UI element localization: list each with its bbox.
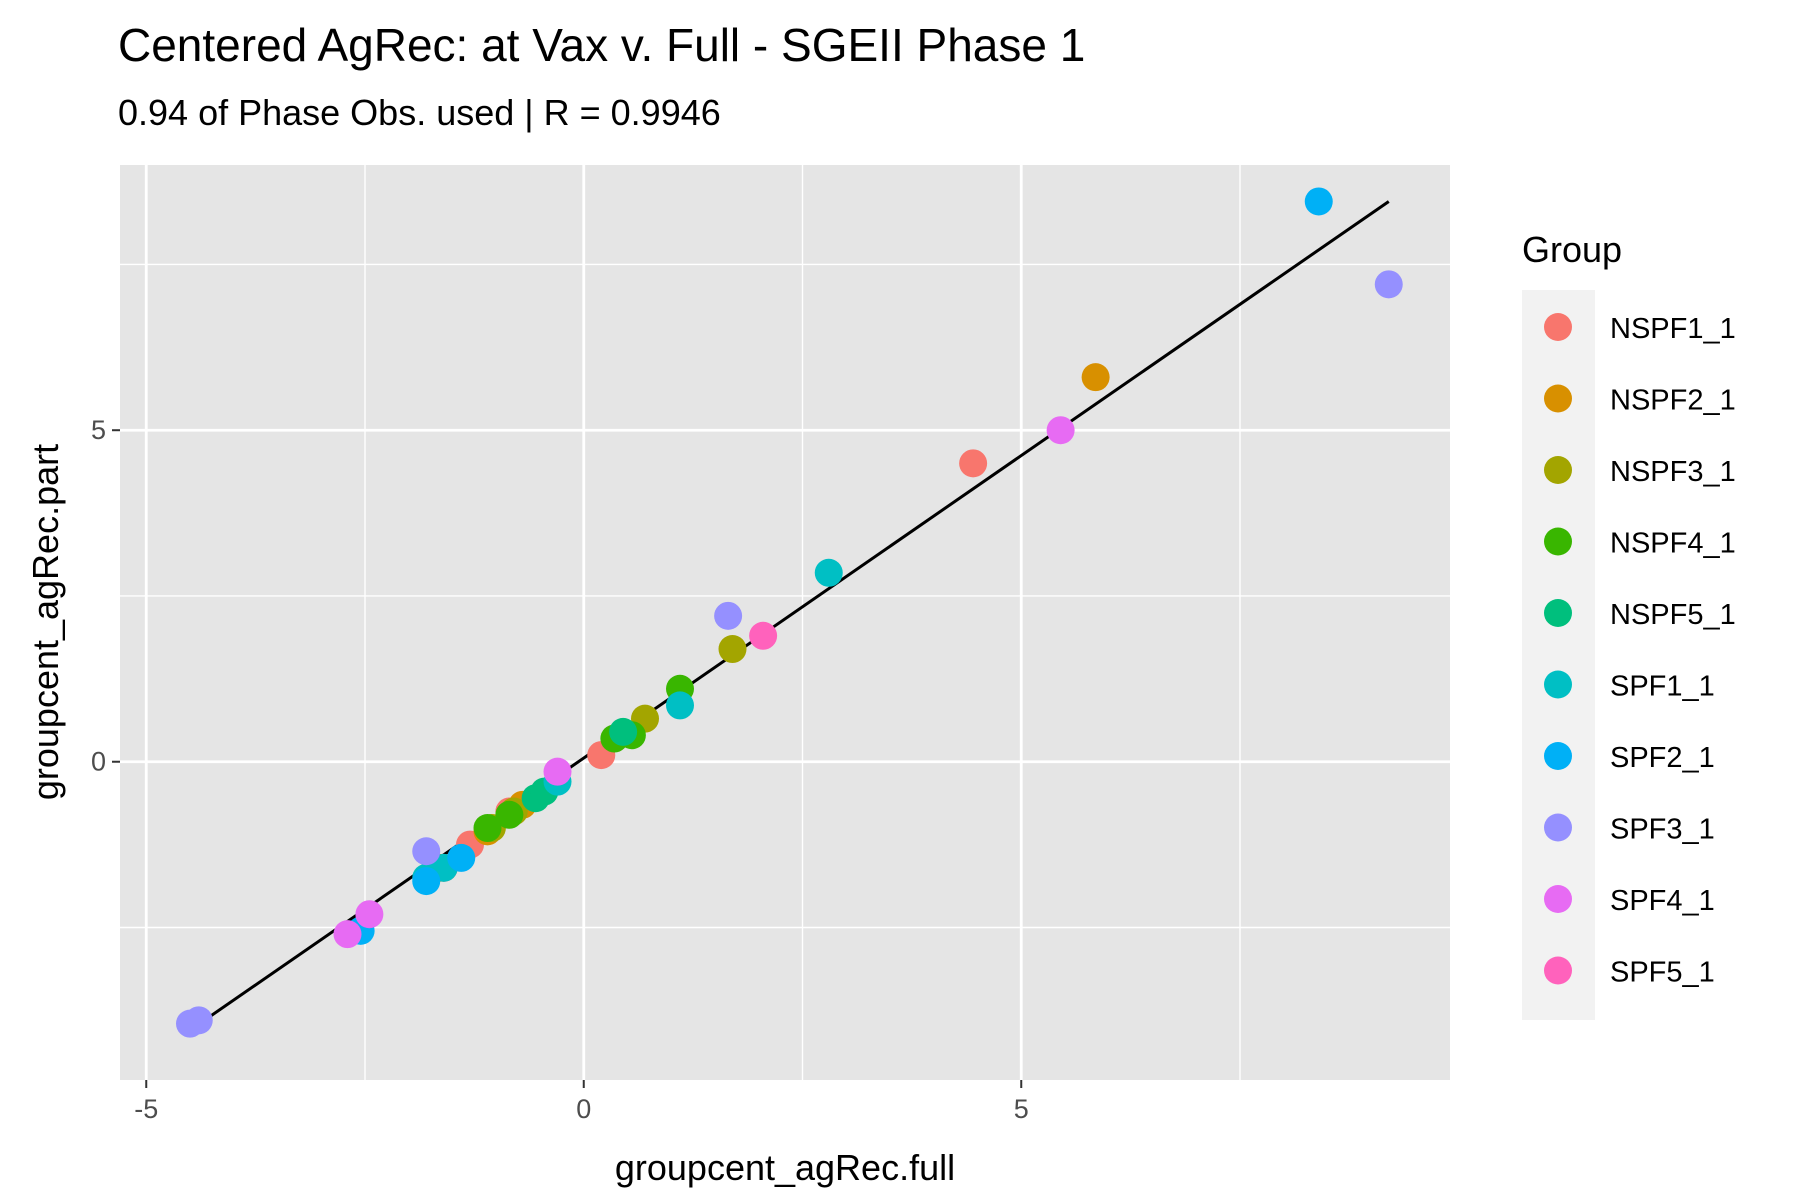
data-point — [333, 920, 362, 949]
legend-key — [1544, 813, 1572, 842]
legend-label: SPF4_1 — [1610, 885, 1715, 917]
x-axis-ticks: -5 0 5 — [134, 1080, 1029, 1124]
data-point — [447, 843, 476, 872]
legend-key — [1544, 956, 1572, 985]
chart-subtitle: 0.94 of Phase Obs. used | R = 0.9946 — [118, 92, 721, 133]
data-point — [959, 449, 988, 478]
y-axis-title: groupcent_agRec.part — [25, 444, 66, 800]
data-point — [666, 691, 694, 720]
y-tick-label: 5 — [91, 415, 106, 445]
legend-key — [1544, 742, 1572, 770]
data-point — [473, 814, 502, 843]
legend-key — [1544, 456, 1572, 484]
legend: NSPF1_1 NSPF2_1 NSPF3_1 NSPF4_1 NSPF5_1 SPF1_… — [1544, 313, 1736, 989]
major-gridlines — [120, 165, 1450, 1080]
chart-title: Centered AgRec: at Vax v. Full - SGEII P… — [118, 19, 1086, 71]
y-axis-ticks: 05 — [91, 415, 120, 777]
legend-key — [1544, 313, 1572, 341]
x-axis-title: groupcent_agRec.full — [615, 1147, 955, 1188]
series-spf5-1 — [749, 621, 778, 650]
legend-label: NSPF1_1 — [1610, 313, 1736, 345]
data-point — [1304, 187, 1333, 216]
legend-item: SPF3_1 — [1544, 813, 1715, 846]
legend-label: NSPF3_1 — [1610, 456, 1736, 488]
legend-item: SPF4_1 — [1544, 885, 1715, 917]
minor-gridlines — [120, 165, 1450, 1080]
data-point — [355, 900, 384, 929]
data-point — [412, 867, 441, 896]
data-point — [1374, 270, 1403, 299]
legend-item: NSPF1_1 — [1544, 313, 1736, 345]
series-spf3-1 — [176, 270, 1403, 1038]
legend-key — [1544, 384, 1572, 413]
legend-label: SPF1_1 — [1610, 671, 1715, 703]
data-points — [176, 187, 1403, 1038]
fit-line — [189, 200, 1390, 1032]
data-point — [495, 800, 524, 829]
fit-line-layer — [189, 200, 1390, 1032]
legend-key — [1544, 527, 1572, 556]
legend-label: NSPF2_1 — [1610, 385, 1736, 417]
legend-label: NSPF5_1 — [1610, 599, 1736, 631]
x-tick-label: 5 — [1014, 1094, 1029, 1124]
legend-item: NSPF2_1 — [1544, 384, 1736, 417]
series-spf4-1 — [333, 416, 1075, 949]
data-point — [814, 558, 843, 587]
data-point — [1046, 416, 1075, 445]
plot-panel — [120, 165, 1450, 1080]
x-tick-label: -5 — [134, 1094, 158, 1124]
legend-item: SPF2_1 — [1544, 742, 1715, 774]
legend-title: Group — [1522, 229, 1622, 270]
legend-key — [1544, 885, 1572, 913]
x-tick-label: 0 — [576, 1094, 591, 1124]
legend-label: NSPF4_1 — [1610, 528, 1736, 560]
legend-key — [1544, 599, 1572, 627]
legend-label: SPF5_1 — [1610, 957, 1715, 989]
legend-item: SPF5_1 — [1544, 956, 1715, 989]
data-point — [749, 621, 778, 650]
legend-label: SPF2_1 — [1610, 742, 1715, 774]
data-point — [543, 757, 572, 786]
legend-item: SPF1_1 — [1544, 670, 1715, 703]
data-point — [609, 717, 638, 746]
legend-item: NSPF4_1 — [1544, 527, 1736, 560]
data-point — [1081, 363, 1110, 392]
data-point — [718, 635, 747, 664]
data-point — [184, 1006, 213, 1035]
y-tick-label: 0 — [91, 747, 106, 777]
legend-item: NSPF5_1 — [1544, 599, 1736, 631]
data-point — [412, 837, 441, 866]
legend-item: NSPF3_1 — [1544, 456, 1736, 488]
data-point — [714, 601, 743, 630]
legend-key — [1544, 670, 1572, 699]
legend-label: SPF3_1 — [1610, 814, 1715, 846]
